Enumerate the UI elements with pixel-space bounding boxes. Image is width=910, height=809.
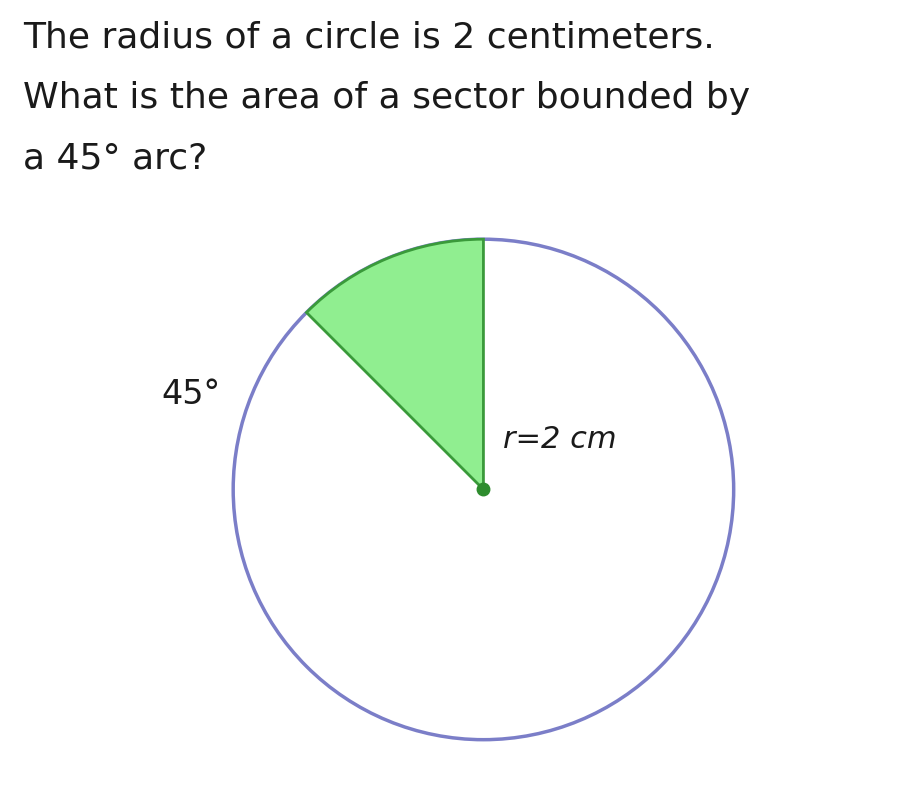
Text: The radius of a circle is 2 centimeters.: The radius of a circle is 2 centimeters. (23, 20, 714, 54)
Text: What is the area of a sector bounded by: What is the area of a sector bounded by (23, 81, 750, 115)
Text: a 45° arc?: a 45° arc? (23, 142, 207, 176)
Text: r=2 cm: r=2 cm (503, 425, 617, 454)
Text: 45°: 45° (162, 378, 221, 411)
Wedge shape (307, 239, 483, 489)
